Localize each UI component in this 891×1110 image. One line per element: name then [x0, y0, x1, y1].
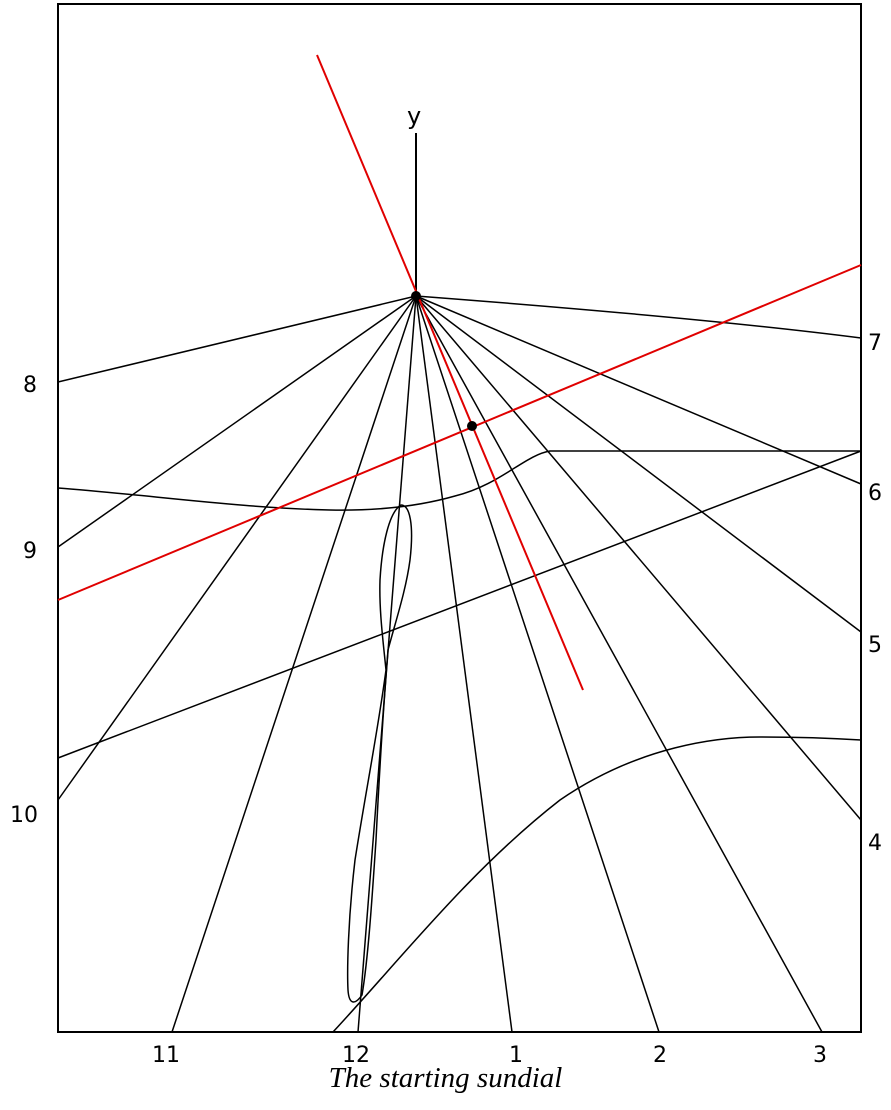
- hour-label-7: 7: [868, 331, 882, 356]
- hour-lines: [58, 296, 861, 1032]
- hour-line-10: [58, 296, 416, 800]
- gnomon-style-line: [317, 55, 583, 690]
- y-axis-label: y: [407, 102, 421, 130]
- winter-solstice-curve: [333, 737, 861, 1032]
- gnomon-lines: [58, 55, 861, 690]
- nodus-point: [411, 291, 421, 301]
- hour-line-6: [416, 296, 861, 484]
- right-hour-labels: 7 6 5 4: [868, 331, 882, 856]
- hour-label-10: 10: [10, 803, 38, 828]
- hour-line-8: [58, 296, 416, 382]
- hour-label-8: 8: [23, 373, 37, 398]
- summer-solstice-curve: [58, 451, 861, 510]
- shadow-point: [467, 421, 477, 431]
- hour-label-4: 4: [868, 831, 882, 856]
- left-hour-labels: 8 9 10: [10, 373, 38, 828]
- dial-frame: [58, 4, 861, 1032]
- hour-line-11: [172, 296, 416, 1032]
- hour-line-3: [416, 296, 822, 1032]
- hour-line-4: [416, 296, 861, 820]
- equinox-line: [58, 451, 861, 758]
- declination-curves: [58, 451, 861, 1032]
- hour-line-2: [416, 296, 659, 1032]
- figure-caption: The starting sundial: [0, 1062, 891, 1095]
- hour-label-5: 5: [868, 633, 882, 658]
- hour-label-6: 6: [868, 481, 882, 506]
- hour-line-7: [416, 296, 861, 338]
- hour-line-5: [416, 296, 861, 632]
- hour-label-9: 9: [23, 539, 37, 564]
